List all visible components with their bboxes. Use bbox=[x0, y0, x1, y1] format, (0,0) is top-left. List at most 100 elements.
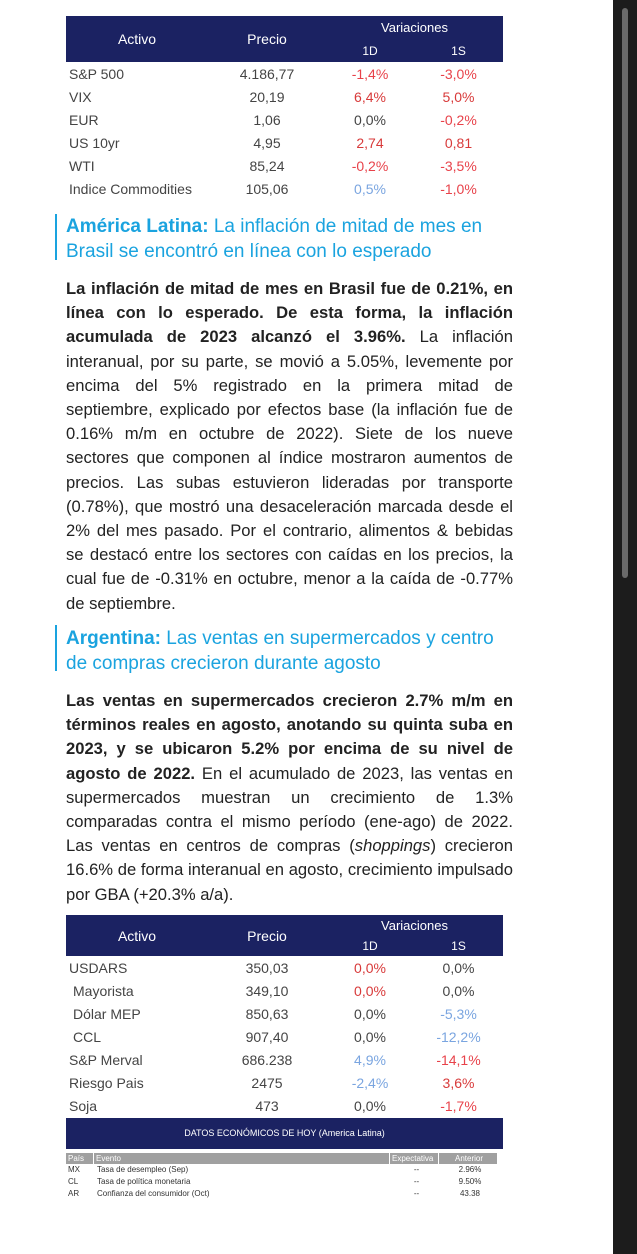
asset-name: VIX bbox=[69, 88, 92, 105]
table-row: Mayorista 349,10 0,0% 0,0% bbox=[66, 979, 503, 1002]
col-pais: País bbox=[66, 1153, 93, 1164]
asset-price: 350,03 bbox=[245, 959, 289, 976]
asset-var-1s: -1,7% bbox=[440, 1097, 477, 1114]
col-precio: Precio bbox=[208, 915, 326, 956]
table-row: EUR 1,06 0,0% -0,2% bbox=[66, 108, 503, 131]
eco-anterior: 43.38 bbox=[459, 1189, 481, 1198]
asset-price: 850,63 bbox=[245, 1005, 289, 1022]
asset-var-1s: 0,81 bbox=[444, 134, 473, 151]
section-title-text: La inflación de mitad de mes en Brasil s… bbox=[66, 216, 483, 262]
col-anterior: Anterior bbox=[439, 1153, 497, 1164]
economic-data-title: DATOS ECONÓMICOS DE HOY (America Latina) bbox=[66, 1118, 503, 1149]
asset-var-1s: -1,0% bbox=[440, 180, 477, 197]
asset-var-1s: -3,0% bbox=[440, 65, 477, 82]
asset-price: 4.186,77 bbox=[239, 65, 295, 82]
body-italic: shoppings bbox=[354, 836, 431, 856]
asset-name: USDARS bbox=[69, 959, 128, 976]
asset-var-1d: 0,0% bbox=[354, 111, 386, 128]
eco-pais: MX bbox=[68, 1165, 80, 1174]
asset-var-1d: -2,4% bbox=[351, 1074, 389, 1091]
asset-var-1d: 2,74 bbox=[356, 134, 384, 151]
col-1s: 1S bbox=[414, 39, 503, 62]
body-text: ) crecieron 16.6% de forma interanual en… bbox=[66, 836, 514, 904]
section-title-latam: América Latina: La inflación de mitad de… bbox=[66, 214, 514, 264]
economic-data-table: DATOS ECONÓMICOS DE HOY (America Latina)… bbox=[66, 1118, 503, 1200]
asset-name: Dólar MEP bbox=[73, 1005, 141, 1022]
asset-price: 105,06 bbox=[245, 180, 289, 197]
eco-anterior: 9.50% bbox=[458, 1177, 482, 1186]
asset-price: 4,95 bbox=[253, 134, 281, 151]
col-1d: 1D bbox=[326, 39, 414, 62]
asset-var-1d: 0,0% bbox=[354, 982, 386, 999]
body-text: En el acumulado de 2023, las ventas en s… bbox=[66, 763, 513, 856]
market-table-global: Activo Precio Variaciones 1D 1S S&P 500 … bbox=[66, 16, 503, 200]
table-row: CL Tasa de política monetaria -- 9.50% bbox=[66, 1176, 503, 1188]
col-variaciones: Variaciones bbox=[326, 915, 503, 936]
eco-anterior: 2.96% bbox=[458, 1165, 482, 1174]
body-text: La inflación interanual, por su parte, s… bbox=[66, 327, 513, 613]
economic-data-header: País Evento Expectativa Anterior bbox=[66, 1153, 503, 1164]
asset-price: 349,10 bbox=[245, 982, 289, 999]
table-row: Soja 473 0,0% -1,7% bbox=[66, 1094, 503, 1117]
eco-pais: AR bbox=[68, 1189, 80, 1198]
table-row: MX Tasa de desempleo (Sep) -- 2.96% bbox=[66, 1164, 503, 1176]
asset-var-1d: 0,0% bbox=[354, 1097, 386, 1114]
asset-name: US 10yr bbox=[69, 134, 120, 151]
col-1s: 1S bbox=[414, 936, 503, 956]
table-row: Dólar MEP 850,63 0,0% -5,3% bbox=[66, 1002, 503, 1025]
table-row: AR Confianza del consumidor (Oct) -- 43.… bbox=[66, 1188, 503, 1200]
asset-price: 1,06 bbox=[253, 111, 281, 128]
eco-evento: Tasa de política monetaria bbox=[97, 1177, 191, 1186]
table-row: WTI 85,24 -0,2% -3,5% bbox=[66, 154, 503, 177]
asset-name: Soja bbox=[69, 1097, 98, 1114]
section-title-text: Las ventas en supermercados y centro de … bbox=[66, 628, 494, 674]
asset-var-1s: -0,2% bbox=[440, 111, 477, 128]
eco-expectativa: -- bbox=[413, 1189, 420, 1198]
asset-name: WTI bbox=[69, 157, 95, 174]
table-row: Indice Commodities 105,06 0,5% -1,0% bbox=[66, 177, 503, 200]
table-row: CCL 907,40 0,0% -12,2% bbox=[66, 1025, 503, 1048]
asset-name: Riesgo Pais bbox=[69, 1074, 144, 1091]
asset-var-1s: -3,5% bbox=[440, 157, 477, 174]
asset-name: S&P 500 bbox=[69, 65, 125, 82]
scrollbar-thumb[interactable] bbox=[622, 8, 628, 578]
asset-name: EUR bbox=[69, 111, 99, 128]
col-activo: Activo bbox=[66, 915, 208, 956]
col-evento: Evento bbox=[94, 1153, 389, 1164]
asset-var-1s: 0,0% bbox=[442, 959, 475, 976]
eco-expectativa: -- bbox=[413, 1177, 420, 1186]
section-body-latam: La inflación de mitad de mes en Brasil f… bbox=[66, 277, 513, 616]
body-lead: La inflación de mitad de mes en Brasil f… bbox=[66, 279, 513, 347]
asset-price: 20,19 bbox=[249, 88, 285, 105]
table-row: VIX 20,19 6,4% 5,0% bbox=[66, 85, 503, 108]
eco-evento: Tasa de desempleo (Sep) bbox=[97, 1165, 189, 1174]
asset-price: 85,24 bbox=[249, 157, 285, 174]
eco-pais: CL bbox=[68, 1177, 79, 1186]
section-title-bar bbox=[55, 625, 57, 671]
table-row: S&P 500 4.186,77 -1,4% -3,0% bbox=[66, 62, 503, 85]
asset-price: 473 bbox=[255, 1097, 279, 1114]
asset-price: 907,40 bbox=[245, 1028, 289, 1045]
col-expectativa: Expectativa bbox=[390, 1153, 438, 1164]
table-row: S&P Merval 686.238 4,9% -14,1% bbox=[66, 1048, 503, 1071]
asset-var-1d: -1,4% bbox=[351, 65, 389, 82]
asset-var-1s: 3,6% bbox=[442, 1074, 475, 1091]
asset-var-1s: 0,0% bbox=[442, 982, 475, 999]
eco-evento: Confianza del consumidor (Oct) bbox=[97, 1189, 210, 1198]
table-row: US 10yr 4,95 2,74 0,81 bbox=[66, 131, 503, 154]
asset-name: CCL bbox=[73, 1028, 102, 1045]
asset-var-1d: 4,9% bbox=[354, 1051, 386, 1068]
col-precio: Precio bbox=[208, 16, 326, 62]
table-row: USDARS 350,03 0,0% 0,0% bbox=[66, 956, 503, 979]
asset-var-1d: -0,2% bbox=[351, 157, 389, 174]
section-title-region: Argentina: bbox=[66, 628, 161, 649]
table-row: Riesgo Pais 2475 -2,4% 3,6% bbox=[66, 1071, 503, 1094]
asset-var-1d: 0,0% bbox=[354, 1005, 386, 1022]
asset-name: Mayorista bbox=[73, 982, 134, 999]
asset-var-1d: 0,0% bbox=[354, 959, 386, 976]
asset-var-1s: 5,0% bbox=[442, 88, 475, 105]
asset-var-1s: -5,3% bbox=[440, 1005, 477, 1022]
section-title-region: América Latina: bbox=[66, 216, 209, 237]
section-title-argentina: Argentina: Las ventas en supermercados y… bbox=[66, 626, 514, 676]
asset-name: S&P Merval bbox=[69, 1051, 143, 1068]
